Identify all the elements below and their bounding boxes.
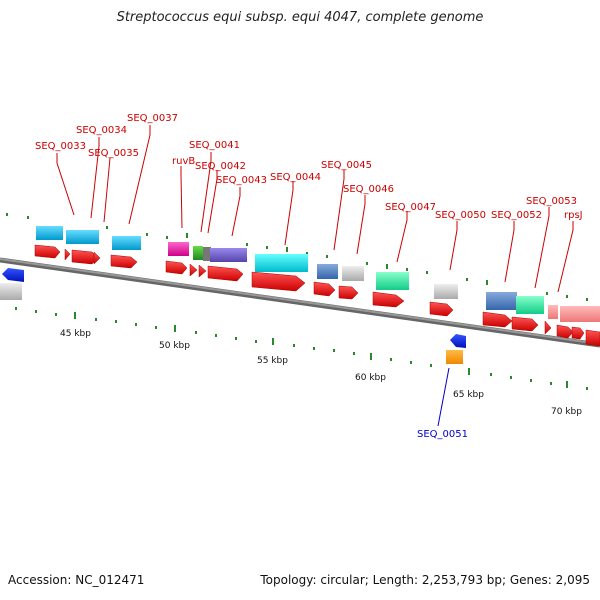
gene-label[interactable]: rpsJ <box>564 210 583 221</box>
gene-box[interactable] <box>36 226 63 240</box>
cds-arrow[interactable] <box>189 263 198 277</box>
gene-label[interactable]: ruvB <box>172 156 195 167</box>
gene-box[interactable] <box>210 248 247 262</box>
scale-label: 60 kbp <box>355 373 386 383</box>
cds-arrow[interactable] <box>64 248 71 261</box>
scale-labels: 45 kbp 50 kbp 55 kbp 60 kbp 65 kbp 70 kb… <box>60 329 582 417</box>
cds-arrow[interactable] <box>34 244 61 259</box>
feature-boxes[interactable] <box>0 226 600 322</box>
scale-label: 55 kbp <box>257 356 288 366</box>
label-leaders <box>56 125 574 293</box>
cds-arrow[interactable] <box>571 326 585 340</box>
gene-label[interactable]: SEQ_0050 <box>435 210 486 221</box>
gene-label[interactable]: SEQ_0053 <box>526 196 577 207</box>
gene-label[interactable]: SEQ_0035 <box>88 148 139 159</box>
scale-label: 65 kbp <box>453 390 484 400</box>
cds-arrow[interactable] <box>338 285 359 300</box>
gene-box[interactable] <box>193 246 203 260</box>
gene-box-reverse[interactable] <box>446 350 463 364</box>
cds-arrow[interactable] <box>313 281 336 297</box>
outer-dot-track <box>6 213 588 301</box>
scale-label: 70 kbp <box>551 407 582 417</box>
scale-ticks <box>15 307 588 390</box>
gene-box[interactable] <box>434 284 458 299</box>
gene-box[interactable] <box>0 283 22 300</box>
cds-arrow[interactable] <box>93 251 101 265</box>
gene-box[interactable] <box>112 236 141 250</box>
genome-title: Streptococcus equi subsp. equi 4047, com… <box>116 10 484 25</box>
cds-arrow[interactable] <box>207 265 244 282</box>
gene-box[interactable] <box>342 266 364 281</box>
genome-backbone <box>0 257 600 348</box>
gene-box[interactable] <box>376 272 409 290</box>
gene-label[interactable]: SEQ_0042 <box>195 161 246 172</box>
cds-arrow[interactable] <box>511 316 539 332</box>
gene-label[interactable]: SEQ_0034 <box>76 125 127 136</box>
label-leader-reverse <box>437 367 450 427</box>
cds-arrow[interactable] <box>556 324 574 339</box>
gene-label[interactable]: SEQ_0044 <box>270 172 321 183</box>
cds-arrow[interactable] <box>482 311 513 328</box>
gene-label[interactable]: SEQ_0051 <box>417 429 468 440</box>
cds-arrow[interactable] <box>110 254 138 269</box>
gene-label[interactable]: SEQ_0047 <box>385 202 436 213</box>
gene-box[interactable] <box>168 242 189 256</box>
gene-box[interactable] <box>317 264 338 279</box>
cds-arrow[interactable] <box>198 264 207 278</box>
cds-arrow[interactable] <box>585 329 600 347</box>
gene-label[interactable]: SEQ_0037 <box>127 113 178 124</box>
scale-label: 45 kbp <box>60 329 91 339</box>
scale-label: 50 kbp <box>159 341 190 351</box>
cds-arrow-reverse[interactable] <box>2 268 24 282</box>
reverse-strand-features[interactable] <box>2 268 466 364</box>
gene-labels[interactable]: SEQ_0033 SEQ_0034 SEQ_0035 SEQ_0037 ruvB… <box>35 113 583 440</box>
gene-label[interactable]: SEQ_0041 <box>189 140 240 151</box>
gene-label[interactable]: SEQ_0043 <box>216 175 267 186</box>
gene-label[interactable]: SEQ_0033 <box>35 141 86 152</box>
gene-box[interactable] <box>66 230 99 244</box>
cds-arrow[interactable] <box>165 260 188 275</box>
genome-summary-text: Topology: circular; Length: 2,253,793 bp… <box>260 573 590 587</box>
accession-text: Accession: NC_012471 <box>8 573 145 587</box>
gene-label[interactable]: SEQ_0046 <box>343 184 394 195</box>
gene-box[interactable] <box>255 254 308 272</box>
gene-box[interactable] <box>203 247 211 261</box>
cds-arrows[interactable] <box>34 244 600 347</box>
cds-arrow-reverse[interactable] <box>450 334 466 348</box>
cds-arrow[interactable] <box>372 291 405 308</box>
cds-arrow[interactable] <box>429 301 454 317</box>
gene-box[interactable] <box>560 306 600 322</box>
gene-box[interactable] <box>548 305 558 319</box>
gene-box[interactable] <box>486 292 517 310</box>
gene-label[interactable]: SEQ_0052 <box>491 210 542 221</box>
gene-box[interactable] <box>516 296 544 314</box>
cds-arrow[interactable] <box>544 320 552 335</box>
cds-arrow[interactable] <box>251 271 306 292</box>
gene-label[interactable]: SEQ_0045 <box>321 160 372 171</box>
